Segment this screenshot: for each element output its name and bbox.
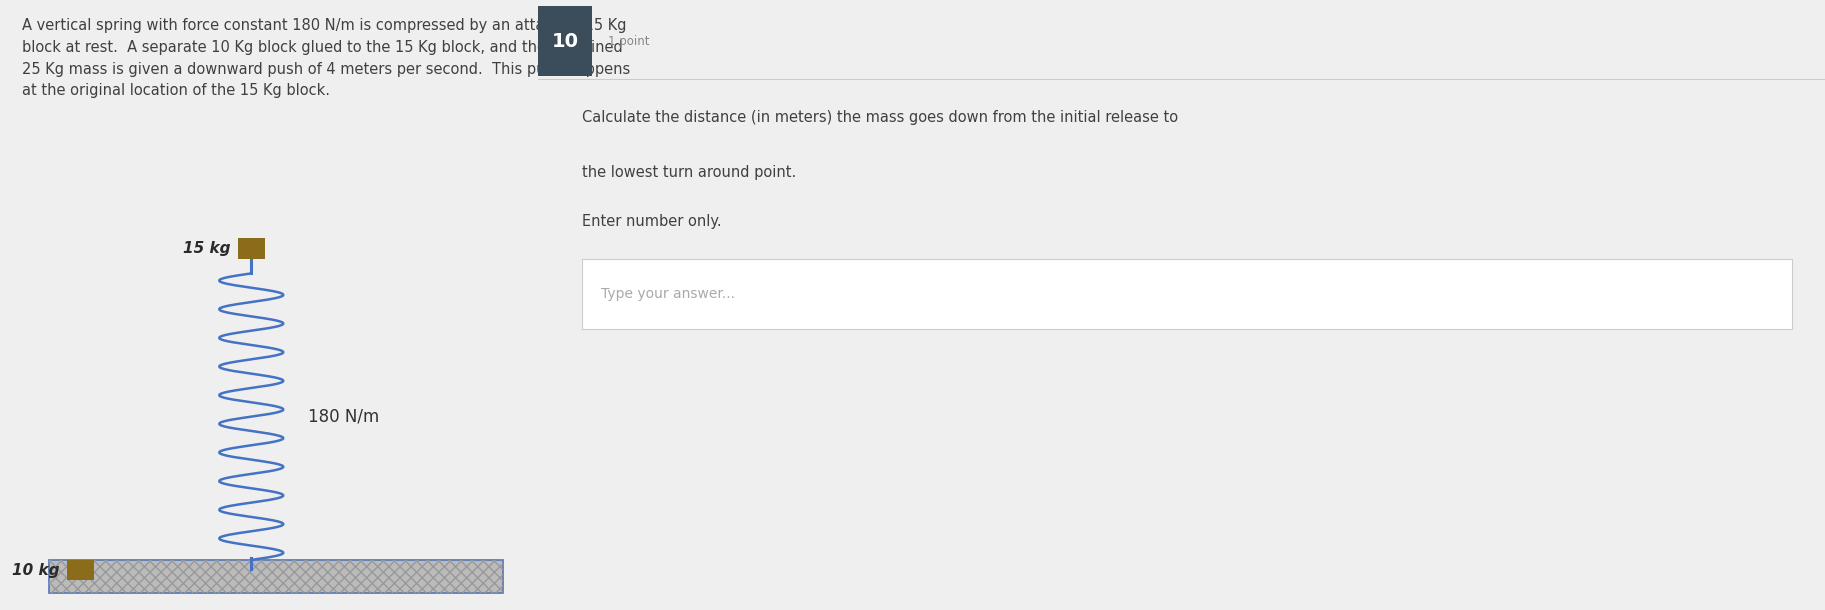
FancyBboxPatch shape xyxy=(582,259,1792,329)
Text: 1 point: 1 point xyxy=(608,35,650,48)
FancyBboxPatch shape xyxy=(538,6,593,76)
Text: 10 kg: 10 kg xyxy=(11,562,58,578)
Bar xyxy=(49,560,502,594)
Text: Calculate the distance (in meters) the mass goes down from the initial release t: Calculate the distance (in meters) the m… xyxy=(582,110,1179,125)
Text: the lowest turn around point.: the lowest turn around point. xyxy=(582,165,796,180)
Bar xyxy=(49,560,502,594)
Text: 180 N/m: 180 N/m xyxy=(308,407,380,426)
Text: A vertical spring with force constant 180 N/m is compressed by an attached 15 Kg: A vertical spring with force constant 18… xyxy=(22,18,630,98)
Text: Type your answer...: Type your answer... xyxy=(602,287,735,301)
Text: Enter number only.: Enter number only. xyxy=(582,214,721,229)
Bar xyxy=(66,560,93,580)
Bar xyxy=(237,238,265,259)
Text: 10: 10 xyxy=(551,32,579,51)
Text: 15 kg: 15 kg xyxy=(182,241,230,256)
